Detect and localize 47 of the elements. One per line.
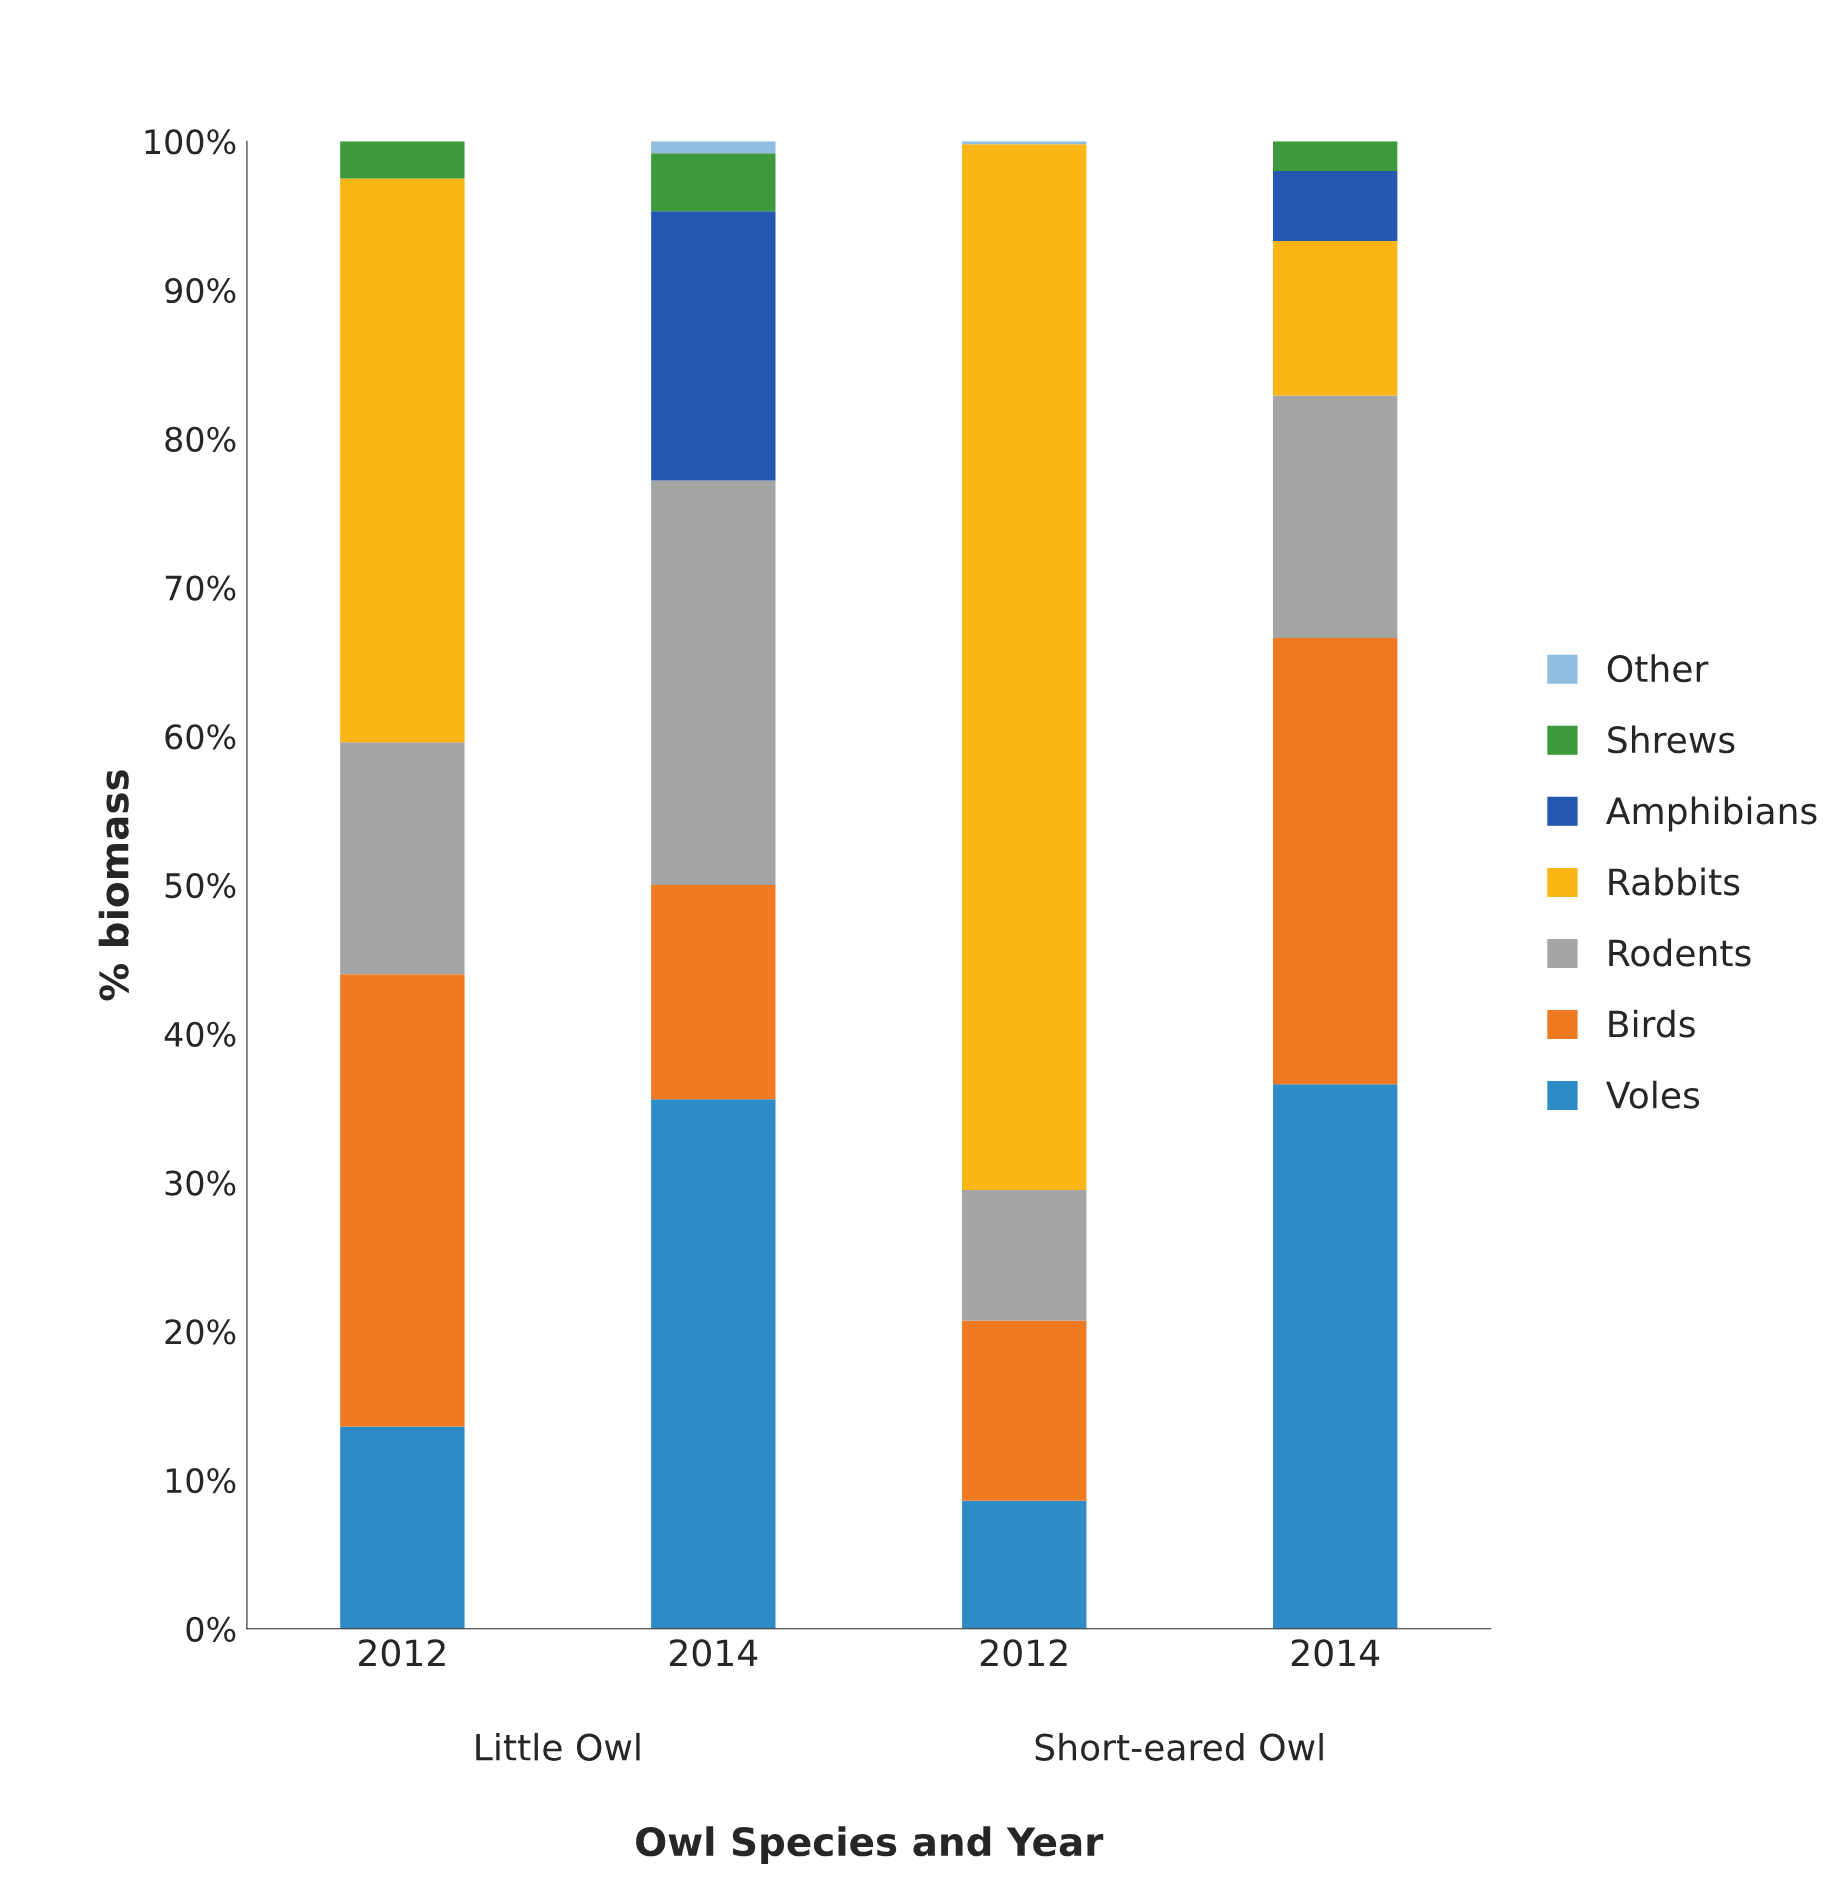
bar — [1272, 1084, 1398, 1629]
bar — [1272, 638, 1398, 1085]
bar — [962, 144, 1087, 1190]
y-axis-title: % biomass — [98, 770, 129, 1001]
bar — [340, 178, 465, 743]
bar — [1272, 141, 1398, 171]
legend-label: Shrews — [1608, 725, 1735, 754]
y-tick-label: 0% — [186, 1616, 236, 1642]
x-tick-label: 2012 — [359, 1639, 445, 1667]
text: Short-eared Owl — [1035, 1732, 1323, 1761]
y-tick-label: 70% — [165, 575, 236, 601]
legend-label: Rabbits — [1609, 867, 1740, 896]
bar — [340, 742, 465, 975]
bar — [340, 141, 465, 179]
legend-label: Other — [1607, 654, 1709, 683]
legend-label: Voles — [1606, 1080, 1700, 1109]
y-tick-label: 50% — [165, 872, 236, 899]
bar — [651, 885, 776, 1100]
x-tick-label: 2014 — [670, 1639, 758, 1667]
bar — [1272, 170, 1398, 241]
x-tick-label: 2014 — [1291, 1639, 1380, 1667]
bar — [651, 1099, 776, 1629]
y-tick-label: 100% — [145, 129, 236, 155]
x-axis-title: Owl Species and Year — [636, 1826, 1104, 1864]
bar — [340, 1426, 465, 1629]
y-tick-label: 60% — [165, 724, 236, 750]
text: Little Owl — [476, 1732, 640, 1761]
y-tick-label: 20% — [165, 1319, 236, 1345]
bar — [1272, 395, 1398, 639]
bar — [651, 141, 776, 154]
y-tick-label: 40% — [164, 1021, 236, 1047]
y-tick-label: 10% — [166, 1467, 236, 1494]
bar — [340, 974, 465, 1427]
bar — [651, 211, 776, 481]
legend-label: Rodents — [1609, 938, 1751, 967]
legend-label: Birds — [1609, 1009, 1695, 1038]
bar — [651, 480, 776, 886]
bar — [962, 1320, 1087, 1501]
y-tick-label: 30% — [165, 1170, 236, 1196]
bar — [962, 1189, 1087, 1321]
y-tick-label: 80% — [165, 426, 236, 452]
bar — [651, 153, 776, 212]
bar — [962, 1500, 1087, 1629]
x-tick-label: 2012 — [980, 1639, 1067, 1667]
legend-label: Amphibians — [1606, 796, 1817, 832]
bar — [1272, 240, 1398, 396]
y-tick-label: 90% — [165, 277, 236, 304]
